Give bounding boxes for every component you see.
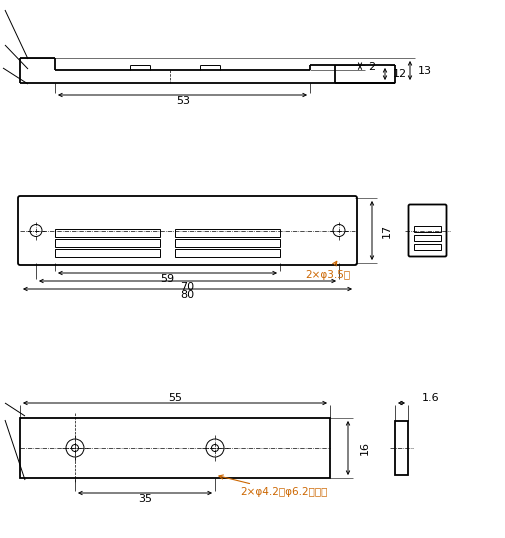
Text: 2: 2 <box>368 62 375 73</box>
Text: 13: 13 <box>418 66 432 75</box>
Bar <box>395 421 408 475</box>
Text: 53: 53 <box>176 96 190 106</box>
Text: 12: 12 <box>393 69 407 79</box>
Bar <box>20 418 330 478</box>
Bar <box>414 235 441 241</box>
Text: 55: 55 <box>168 393 182 403</box>
Text: 59: 59 <box>161 274 175 284</box>
Bar <box>55 249 160 257</box>
Bar <box>55 239 160 247</box>
Bar <box>414 226 441 232</box>
Text: 2×φ4.2孔φ6.2沉头孔: 2×φ4.2孔φ6.2沉头孔 <box>219 475 327 497</box>
Text: 80: 80 <box>180 290 194 300</box>
Text: 16: 16 <box>360 441 370 455</box>
Text: 35: 35 <box>138 494 152 504</box>
Text: 1.6: 1.6 <box>422 393 440 403</box>
Bar <box>175 229 280 237</box>
Text: 17: 17 <box>382 223 392 238</box>
Bar <box>55 229 160 237</box>
Text: 2×φ3.5孔: 2×φ3.5孔 <box>305 261 350 280</box>
Bar <box>414 244 441 250</box>
Bar <box>175 249 280 257</box>
Text: 70: 70 <box>180 282 194 292</box>
Bar <box>175 239 280 247</box>
